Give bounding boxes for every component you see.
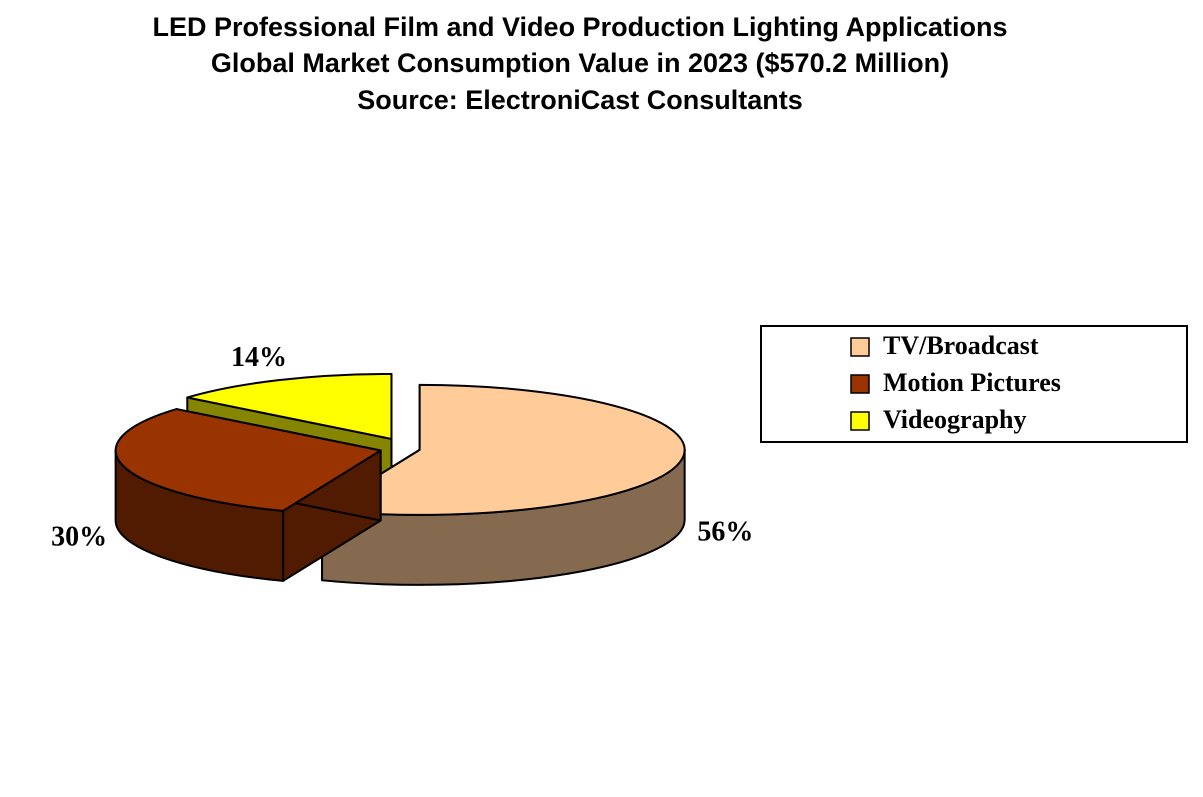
data-label: 56% [697,516,753,547]
legend-label: TV/Broadcast [883,331,1039,360]
slice-top [321,383,686,516]
data-label: 30% [51,521,107,552]
legend-swatch [850,374,870,394]
slice-top [114,408,382,512]
pie-slice [321,383,686,586]
data-label: 14% [231,342,287,373]
legend-swatch [850,337,870,357]
chart-title: Global Market Consumption Value in 2023 … [211,48,949,78]
legend-box [760,325,1188,443]
legend-label: Videography [883,405,1027,434]
legend-swatch [850,411,870,431]
slice-top [186,372,393,440]
pie-slice [114,408,382,582]
chart-title: Source: ElectroniCast Consultants [357,85,803,115]
chart-title: LED Professional Film and Video Producti… [152,12,1007,42]
legend-label: Motion Pictures [883,368,1061,397]
